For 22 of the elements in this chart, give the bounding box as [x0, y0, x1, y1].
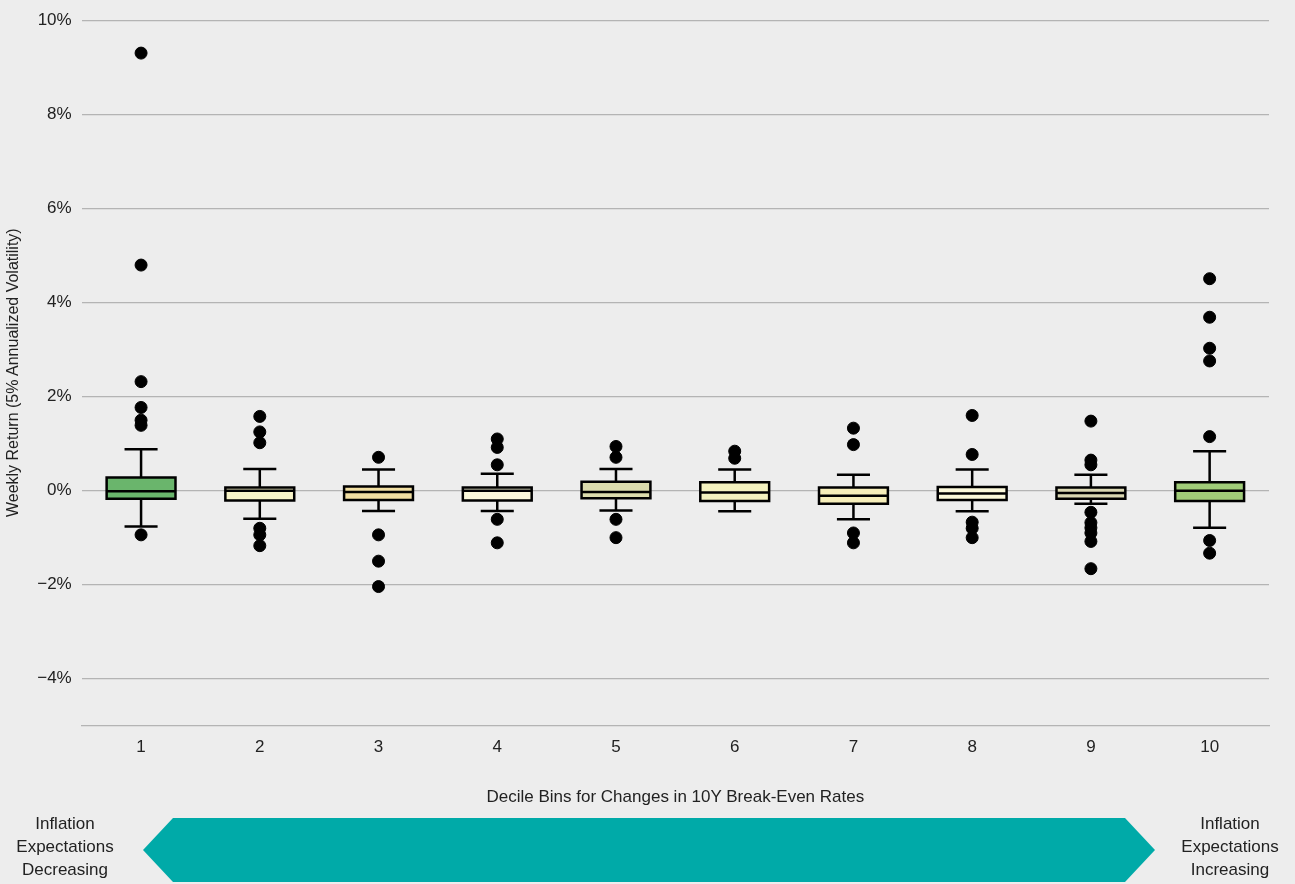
y-tick-label: −4% [37, 667, 72, 687]
y-tick-label: 4% [47, 291, 72, 311]
x-tick-label: 4 [492, 737, 502, 757]
x-tick-label: 2 [255, 737, 265, 757]
y-tick-label: 6% [47, 197, 72, 217]
y-tick-label: 8% [47, 103, 72, 123]
y-tick-label: 2% [47, 385, 72, 405]
x-axis-title: Decile Bins for Changes in 10Y Break-Even Rates [486, 787, 865, 807]
y-tick-label: −2% [37, 573, 72, 593]
x-tick-label: 9 [1086, 737, 1096, 757]
x-tick-label: 5 [611, 737, 621, 757]
y-axis-title: Weekly Return (5% Annualized Volatility) [4, 228, 22, 518]
x-tick-label: 10 [1200, 737, 1220, 757]
y-tick-label: 10% [37, 9, 72, 29]
text: Inflation Expectations Decreasing [15, 813, 115, 881]
x-tick-label: 3 [373, 737, 384, 757]
text: Inflation Expectations Increasing [1180, 813, 1280, 881]
y-tick-label: 0% [47, 479, 72, 499]
x-tick-label: 1 [136, 737, 146, 757]
x-tick-label: 6 [729, 737, 740, 757]
x-tick-label: 7 [848, 737, 859, 757]
x-tick-label: 8 [967, 737, 977, 757]
